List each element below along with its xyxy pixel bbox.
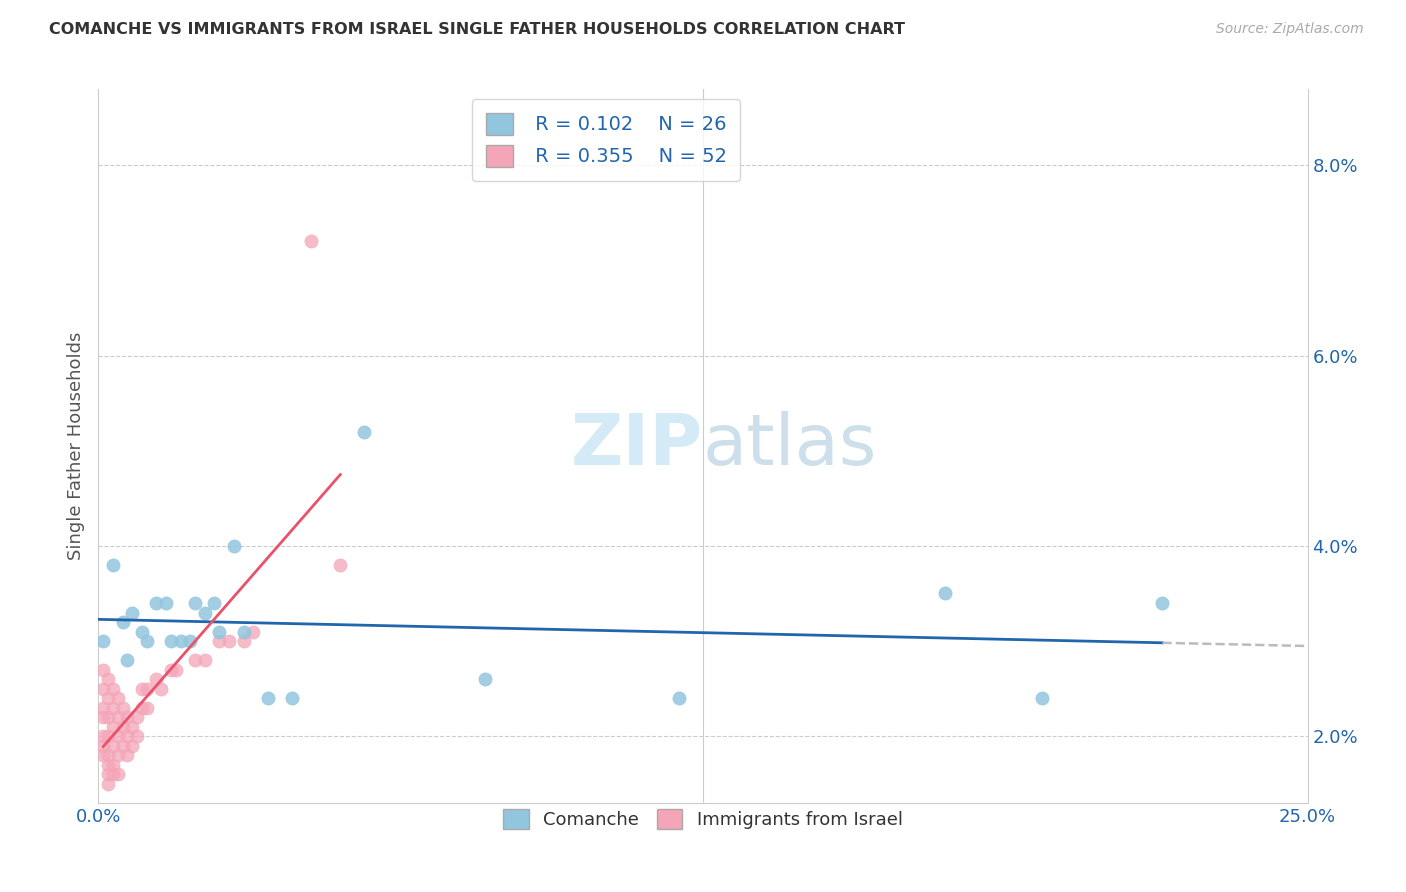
Point bbox=[204, 596, 226, 610]
Point bbox=[121, 606, 143, 620]
Legend: Comanche, Immigrants from Israel: Comanche, Immigrants from Israel bbox=[496, 801, 910, 837]
Point bbox=[179, 634, 201, 648]
Point bbox=[135, 681, 157, 696]
Point bbox=[131, 681, 153, 696]
Point bbox=[101, 767, 124, 781]
Point bbox=[117, 710, 139, 724]
Point bbox=[184, 596, 207, 610]
Text: Source: ZipAtlas.com: Source: ZipAtlas.com bbox=[1216, 22, 1364, 37]
Point bbox=[101, 700, 124, 714]
Point bbox=[97, 691, 120, 706]
Text: ZIP: ZIP bbox=[571, 411, 703, 481]
Point bbox=[101, 681, 124, 696]
Point bbox=[256, 691, 278, 706]
Point bbox=[135, 700, 157, 714]
Point bbox=[131, 624, 153, 639]
Point bbox=[111, 739, 134, 753]
Point bbox=[97, 777, 120, 791]
Point bbox=[97, 748, 120, 763]
Point bbox=[208, 634, 231, 648]
Point bbox=[97, 672, 120, 686]
Point bbox=[121, 720, 143, 734]
Point bbox=[1031, 691, 1053, 706]
Point bbox=[111, 615, 134, 629]
Point bbox=[111, 700, 134, 714]
Point bbox=[329, 558, 352, 572]
Point bbox=[97, 710, 120, 724]
Point bbox=[299, 235, 322, 249]
Point bbox=[101, 739, 124, 753]
Point bbox=[232, 634, 254, 648]
Point bbox=[97, 767, 120, 781]
Point bbox=[281, 691, 304, 706]
Point bbox=[117, 729, 139, 743]
Point bbox=[91, 729, 114, 743]
Point bbox=[194, 653, 217, 667]
Point bbox=[107, 710, 129, 724]
Point bbox=[242, 624, 264, 639]
Point bbox=[101, 757, 124, 772]
Point bbox=[218, 634, 240, 648]
Point bbox=[107, 748, 129, 763]
Point bbox=[91, 710, 114, 724]
Point bbox=[232, 624, 254, 639]
Point bbox=[145, 596, 167, 610]
Point bbox=[91, 739, 114, 753]
Point bbox=[127, 710, 149, 724]
Text: COMANCHE VS IMMIGRANTS FROM ISRAEL SINGLE FATHER HOUSEHOLDS CORRELATION CHART: COMANCHE VS IMMIGRANTS FROM ISRAEL SINGL… bbox=[49, 22, 905, 37]
Point bbox=[165, 663, 187, 677]
Point bbox=[111, 720, 134, 734]
Point bbox=[91, 663, 114, 677]
Point bbox=[101, 558, 124, 572]
Point bbox=[121, 739, 143, 753]
Point bbox=[668, 691, 690, 706]
Point bbox=[184, 653, 207, 667]
Point bbox=[135, 634, 157, 648]
Text: atlas: atlas bbox=[703, 411, 877, 481]
Point bbox=[160, 634, 183, 648]
Point bbox=[117, 653, 139, 667]
Point bbox=[1152, 596, 1174, 610]
Point bbox=[131, 700, 153, 714]
Point bbox=[107, 729, 129, 743]
Point bbox=[222, 539, 245, 553]
Point bbox=[150, 681, 173, 696]
Y-axis label: Single Father Households: Single Father Households bbox=[66, 332, 84, 560]
Point bbox=[145, 672, 167, 686]
Point bbox=[169, 634, 191, 648]
Point bbox=[474, 672, 496, 686]
Point bbox=[353, 425, 375, 439]
Point bbox=[91, 700, 114, 714]
Point bbox=[160, 663, 183, 677]
Point bbox=[101, 720, 124, 734]
Point bbox=[107, 691, 129, 706]
Point bbox=[91, 748, 114, 763]
Point bbox=[97, 729, 120, 743]
Point bbox=[107, 767, 129, 781]
Point bbox=[117, 748, 139, 763]
Point bbox=[155, 596, 177, 610]
Point bbox=[194, 606, 217, 620]
Point bbox=[208, 624, 231, 639]
Point bbox=[127, 729, 149, 743]
Point bbox=[934, 586, 956, 600]
Point bbox=[91, 681, 114, 696]
Point bbox=[91, 634, 114, 648]
Point bbox=[97, 757, 120, 772]
